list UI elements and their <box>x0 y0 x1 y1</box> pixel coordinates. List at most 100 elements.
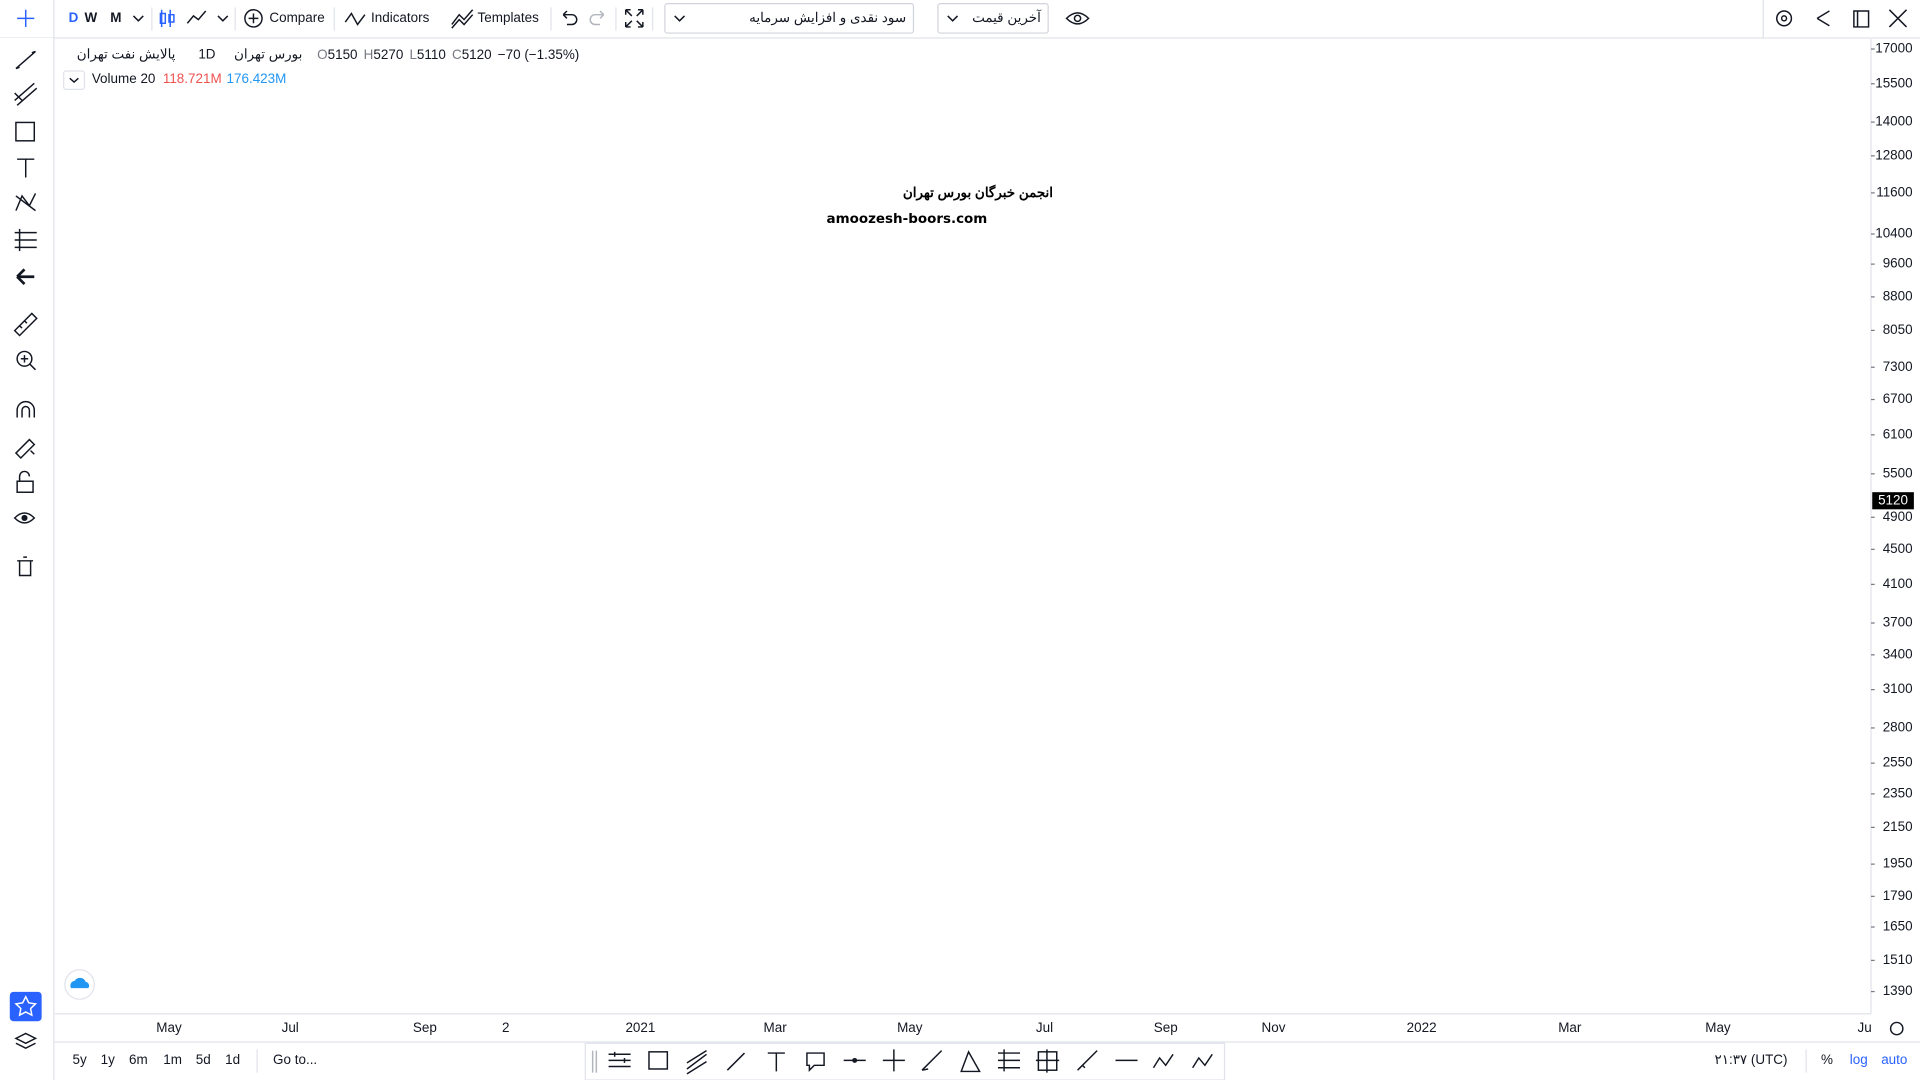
redo-icon[interactable] <box>589 10 605 26</box>
tool-button[interactable] <box>1035 1049 1060 1073</box>
eye-icon[interactable] <box>1073 14 1082 23</box>
y-tick-label: 15500 <box>1875 75 1912 90</box>
eye-icon[interactable] <box>1065 12 1090 25</box>
x-tick-label: Mar <box>764 1020 788 1035</box>
price-source-dropdown[interactable] <box>937 3 1049 34</box>
goto-button[interactable]: Go to... <box>273 1052 317 1067</box>
interval-button[interactable]: W <box>84 10 97 25</box>
y-tick-label: 8800 <box>1883 288 1913 303</box>
range-button[interactable]: 1m <box>163 1052 182 1067</box>
axis-settings-icon[interactable] <box>1889 1021 1904 1036</box>
ohlc-value: 5120 <box>462 47 492 62</box>
collapse-legend-button[interactable] <box>63 70 86 90</box>
interval-button[interactable]: D <box>69 10 79 25</box>
indicators-button[interactable]: Indicators <box>371 10 430 25</box>
symbol-name[interactable]: پالایش نفت تهران <box>77 47 176 63</box>
settings-icon[interactable] <box>1776 10 1793 27</box>
templates-icon[interactable] <box>451 9 474 29</box>
zoom-tool[interactable] <box>16 350 33 367</box>
range-button[interactable]: 1y <box>101 1052 115 1067</box>
visibility-tool[interactable] <box>21 514 28 522</box>
pattern-tool[interactable] <box>15 193 37 212</box>
tool-button[interactable] <box>608 1051 631 1068</box>
remove-tool[interactable] <box>17 556 34 577</box>
compare-icon[interactable] <box>244 9 263 28</box>
ohlc-label: L <box>409 47 417 62</box>
lock-drawings-tool[interactable] <box>14 438 36 459</box>
chart-type-icon[interactable] <box>159 9 175 27</box>
favorites-button[interactable] <box>9 991 42 1022</box>
tool-button[interactable] <box>960 1050 981 1073</box>
range-button[interactable]: 5d <box>196 1052 211 1067</box>
templates-button[interactable]: Templates <box>478 10 540 25</box>
tool-button[interactable] <box>648 1051 669 1070</box>
dropdown-icon[interactable] <box>947 15 959 22</box>
collapse-icon[interactable] <box>69 77 79 84</box>
ohlc-label: C <box>452 47 462 62</box>
compare-icon[interactable] <box>248 13 259 24</box>
ohlc-value: 5110 <box>417 47 446 62</box>
range-button[interactable]: 6m <box>129 1052 148 1067</box>
tool-button[interactable] <box>686 1049 707 1075</box>
tool-button[interactable] <box>806 1052 825 1072</box>
tool-button[interactable] <box>1152 1053 1174 1069</box>
auto-toggle[interactable]: auto <box>1881 1052 1907 1067</box>
settings-icon[interactable] <box>1780 15 1788 22</box>
dropdown-icon[interactable] <box>674 15 686 22</box>
range-button[interactable]: 5y <box>72 1052 86 1067</box>
logo-icon[interactable] <box>70 977 90 989</box>
tool-button[interactable] <box>1077 1050 1098 1071</box>
ohlc-value: 5150 <box>328 47 358 62</box>
favorites-icon[interactable] <box>14 995 38 1017</box>
prediction-tool[interactable] <box>14 228 37 252</box>
tool-button[interactable] <box>882 1049 905 1072</box>
change-value: −70 (−1.35%) <box>498 47 580 62</box>
compare-button[interactable]: Compare <box>269 10 324 25</box>
share-icon[interactable] <box>1816 10 1830 27</box>
chart-type-icon[interactable] <box>186 10 207 24</box>
percent-toggle[interactable]: % <box>1821 1052 1833 1067</box>
price-source-label[interactable]: آخرین قیمت <box>972 9 1042 26</box>
tool-icon[interactable] <box>852 1057 858 1063</box>
dividend-dropdown[interactable] <box>664 3 915 34</box>
fullscreen-icon[interactable] <box>624 9 644 28</box>
axes: 17000 15500 14000 12800 11600 10400 9600 8800 80… <box>156 41 1914 1035</box>
layers-button[interactable] <box>14 1032 38 1049</box>
text-tool[interactable] <box>17 158 35 178</box>
close-icon[interactable] <box>1888 9 1908 28</box>
last-price-label: 5120 <box>1878 492 1908 507</box>
layout-icon[interactable] <box>1853 10 1870 28</box>
last-price-box <box>1872 492 1914 510</box>
indicators-icon[interactable] <box>344 12 366 26</box>
tool-button[interactable] <box>997 1049 1020 1072</box>
zoom-tool[interactable] <box>20 355 37 371</box>
interval-button[interactable]: M <box>110 10 121 25</box>
ruler-tool[interactable] <box>13 312 38 337</box>
volume-value: 118.721M <box>163 71 222 86</box>
tool-button[interactable] <box>921 1050 943 1071</box>
tool-button[interactable] <box>1192 1053 1213 1069</box>
tool-button[interactable] <box>726 1052 746 1071</box>
trendline-tool[interactable] <box>15 50 36 70</box>
clock[interactable]: ۲۱:۳۷ (UTC) <box>1715 1052 1788 1067</box>
lock-tool[interactable] <box>18 470 31 482</box>
range-button[interactable]: 1d <box>225 1052 240 1067</box>
fib-tool[interactable] <box>14 82 38 106</box>
lock-tool[interactable] <box>16 480 34 493</box>
dividend-label[interactable]: سود نقدی و افزایش سرمایه <box>749 10 906 26</box>
shape-tool[interactable] <box>15 121 36 142</box>
dropdown-icon[interactable] <box>217 15 229 22</box>
tool-button[interactable] <box>767 1052 785 1072</box>
cursor-tool[interactable] <box>17 9 35 27</box>
log-toggle[interactable]: log <box>1850 1052 1868 1067</box>
y-tick-label: 1390 <box>1883 983 1913 998</box>
visibility-tool[interactable] <box>13 512 36 524</box>
hide-sidebar-tool[interactable] <box>16 268 35 286</box>
undo-icon[interactable] <box>562 10 578 26</box>
magnet-tool[interactable] <box>16 400 36 418</box>
drag-handle[interactable] <box>591 1050 598 1073</box>
volume-ma-value: 176.423M <box>227 71 287 86</box>
dropdown-icon[interactable] <box>132 15 144 22</box>
